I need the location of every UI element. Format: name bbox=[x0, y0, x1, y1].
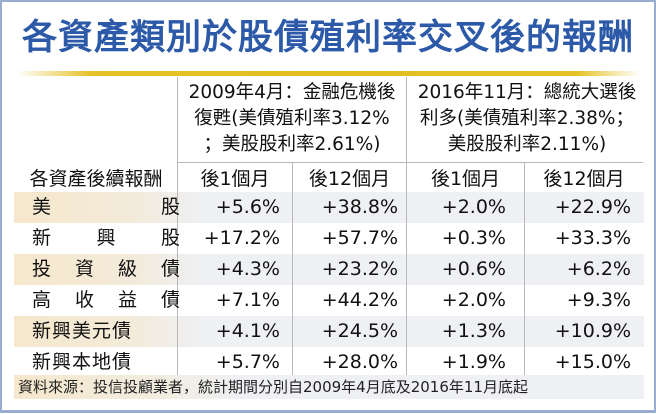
row-band bbox=[14, 254, 644, 285]
row-label-char: 投 bbox=[32, 258, 52, 280]
period-header-line: 復甦(美債殖利率3.12% bbox=[194, 108, 390, 129]
column-header: 後1個月 bbox=[430, 168, 501, 190]
value-cell: +57.7% bbox=[321, 227, 398, 249]
column-header: 後1個月 bbox=[200, 168, 270, 190]
row-band bbox=[14, 192, 644, 223]
table-row: 高 收 益 債 +7.1% +44.2% +2.0% +9.3% bbox=[14, 285, 644, 316]
row-header-label: 各資產後續報酬 bbox=[29, 168, 163, 190]
row-label-char: 新 bbox=[32, 227, 52, 249]
grid-line-vertical bbox=[524, 162, 525, 375]
column-header: 後12個月 bbox=[543, 168, 625, 190]
row-label: 新興美元債 bbox=[32, 316, 180, 347]
chart-title: 各資產類別於股債殖利率交叉後的報酬 bbox=[21, 18, 634, 58]
value-cell: +2.0% bbox=[441, 196, 506, 218]
grid-line-horizontal bbox=[177, 162, 643, 163]
value-cell: +0.3% bbox=[441, 227, 506, 249]
table-row: 新 興 股 +17.2% +57.7% +0.3% +33.3% bbox=[14, 223, 644, 254]
row-label: 新 興 股 bbox=[32, 223, 180, 254]
row-label: 美 股 bbox=[32, 192, 180, 223]
value-cell: +5.6% bbox=[215, 196, 280, 218]
row-label-char: 債 bbox=[160, 258, 180, 280]
row-label-char: 興 bbox=[96, 227, 116, 249]
row-label-char: 美 bbox=[32, 196, 52, 218]
row-label-char: 股 bbox=[160, 227, 180, 249]
row-label-char: 債 bbox=[160, 289, 180, 311]
grid-line-vertical bbox=[292, 162, 293, 375]
value-cell: +4.1% bbox=[215, 320, 280, 342]
value-cell: +22.9% bbox=[554, 196, 631, 218]
row-label-char: 資 bbox=[74, 258, 94, 280]
value-cell: +7.1% bbox=[215, 289, 280, 311]
value-cell: +6.2% bbox=[566, 258, 631, 280]
value-cell: +33.3% bbox=[554, 227, 631, 249]
grid-line-vertical bbox=[177, 77, 178, 375]
value-cell: +1.3% bbox=[441, 320, 506, 342]
value-cell: +44.2% bbox=[321, 289, 398, 311]
value-cell: +10.9% bbox=[554, 320, 631, 342]
row-label-text: 新興本地債 bbox=[32, 351, 133, 373]
value-cell: +24.5% bbox=[321, 320, 398, 342]
source-footnote: 資料來源：投信投顧業者，統計期間分別自2009年4月底及2016年11月底起 bbox=[14, 375, 644, 399]
period-header-line: 2009年4月：金融危機後 bbox=[188, 82, 396, 103]
value-cell: +2.0% bbox=[441, 289, 506, 311]
row-label: 投 資 級 債 bbox=[32, 254, 180, 285]
title-divider bbox=[16, 71, 640, 76]
value-cell: +4.3% bbox=[215, 258, 280, 280]
value-cell: +17.2% bbox=[203, 227, 280, 249]
row-label-text: 新興美元債 bbox=[32, 320, 133, 342]
row-label-char: 級 bbox=[117, 258, 137, 280]
period-header-line: 美股股利率2.11%) bbox=[447, 134, 607, 155]
row-band bbox=[14, 316, 644, 347]
period-header-2009: 2009年4月：金融危機後 復甦(美債殖利率3.12% ；美股股利率2.61%) bbox=[178, 80, 406, 158]
value-cell: +1.9% bbox=[441, 351, 506, 373]
grid-line-vertical bbox=[406, 77, 407, 375]
table-row: 新興美元債 +4.1% +24.5% +1.3% +10.9% bbox=[14, 316, 644, 347]
value-cell: +9.3% bbox=[566, 289, 631, 311]
value-cell: +38.8% bbox=[321, 196, 398, 218]
table-row: 新興本地債 +5.7% +28.0% +1.9% +15.0% bbox=[14, 347, 644, 378]
row-label-char: 股 bbox=[160, 196, 180, 218]
row-label-char: 高 bbox=[32, 289, 52, 311]
period-header-line: 利多(美債殖利率2.38%； bbox=[420, 108, 634, 129]
row-label-char: 益 bbox=[117, 289, 137, 311]
period-header-2016: 2016年11月：總統大選後 利多(美債殖利率2.38%； 美股股利率2.11%… bbox=[407, 80, 647, 158]
value-cell: +0.6% bbox=[441, 258, 506, 280]
table-row: 投 資 級 債 +4.3% +23.2% +0.6% +6.2% bbox=[14, 254, 644, 285]
value-cell: +23.2% bbox=[321, 258, 398, 280]
column-header: 後12個月 bbox=[308, 168, 391, 190]
value-cell: +15.0% bbox=[554, 351, 631, 373]
value-cell: +5.7% bbox=[215, 351, 280, 373]
row-label-char: 收 bbox=[74, 289, 94, 311]
row-label: 高 收 益 債 bbox=[32, 285, 180, 316]
row-label: 新興本地債 bbox=[32, 347, 180, 378]
period-header-line: ；美股股利率2.61%) bbox=[203, 134, 381, 155]
value-cell: +28.0% bbox=[321, 351, 398, 373]
period-header-line: 2016年11月：總統大選後 bbox=[417, 82, 637, 103]
table-row: 美 股 +5.6% +38.8% +2.0% +22.9% bbox=[14, 192, 644, 223]
